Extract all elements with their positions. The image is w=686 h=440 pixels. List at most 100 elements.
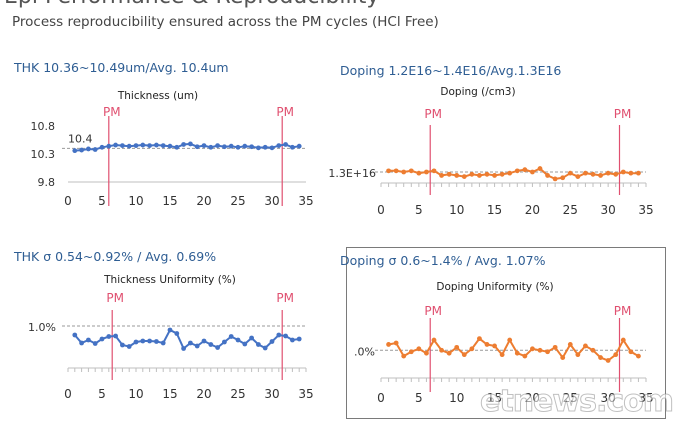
doping-heading: Doping 1.2E16~1.4E16/Avg.1.3E16 xyxy=(340,63,562,78)
x-tick-label: 0 xyxy=(377,203,385,217)
x-tick-label: 0 xyxy=(377,391,385,405)
data-point xyxy=(140,338,146,344)
x-tick-label: 20 xyxy=(525,391,540,405)
data-point xyxy=(99,144,105,150)
x-tick-label: 35 xyxy=(638,391,653,405)
data-point xyxy=(113,333,118,339)
data-point xyxy=(552,176,558,182)
data-point xyxy=(79,340,84,346)
data-point xyxy=(416,170,422,176)
data-point xyxy=(545,349,550,355)
data-point xyxy=(583,343,588,349)
doping-unif-heading: Doping σ 0.6~1.4% / Avg. 1.07% xyxy=(340,253,546,268)
data-point xyxy=(235,337,241,343)
pm-label: PM xyxy=(424,304,442,318)
data-point xyxy=(484,342,490,347)
pm-label: PM xyxy=(276,291,294,305)
data-point xyxy=(499,352,505,358)
pm-label: PM xyxy=(614,304,632,318)
data-point xyxy=(583,170,588,176)
data-point xyxy=(174,331,180,336)
data-point xyxy=(201,338,207,344)
data-point xyxy=(256,145,261,151)
data-point xyxy=(386,342,391,347)
x-tick-label: 35 xyxy=(298,194,313,208)
data-point xyxy=(106,143,112,149)
series-line xyxy=(74,328,300,351)
data-point xyxy=(567,170,573,176)
data-point xyxy=(514,168,520,174)
data-point xyxy=(276,143,282,149)
data-point xyxy=(215,143,221,149)
x-tick-label: 15 xyxy=(162,194,177,208)
data-point xyxy=(560,175,566,181)
data-point xyxy=(545,173,550,178)
x-tick-label: 30 xyxy=(601,203,616,217)
data-point xyxy=(167,143,173,149)
data-point xyxy=(167,327,173,333)
data-point xyxy=(537,347,543,353)
data-point xyxy=(575,174,581,180)
data-point xyxy=(613,171,619,177)
thk-chart-title: Thickness (um) xyxy=(117,90,199,102)
y-tick-label: 10.3 xyxy=(31,148,56,161)
data-point xyxy=(208,144,214,150)
data-point xyxy=(290,337,295,343)
data-point xyxy=(99,336,105,342)
data-point xyxy=(276,332,282,338)
data-point xyxy=(154,142,159,148)
page-subtitle: Process reproducibility ensured across t… xyxy=(12,14,439,30)
y-tick-label: 10.8 xyxy=(31,120,56,133)
data-point xyxy=(181,142,187,147)
reference-label: 1.0% xyxy=(28,321,56,334)
data-point xyxy=(605,170,611,176)
data-point xyxy=(613,352,619,358)
data-point xyxy=(106,334,112,339)
data-point xyxy=(249,335,255,341)
data-point xyxy=(120,342,125,348)
data-point xyxy=(537,166,543,171)
data-point xyxy=(431,337,437,343)
data-point xyxy=(499,171,505,177)
data-point xyxy=(262,144,268,150)
data-point xyxy=(401,169,407,175)
y-tick-label: 9.8 xyxy=(38,176,56,189)
data-point xyxy=(636,353,641,359)
data-point xyxy=(590,347,596,353)
x-tick-label: 35 xyxy=(638,203,653,217)
data-point xyxy=(160,340,166,346)
data-point xyxy=(507,170,513,176)
data-point xyxy=(386,168,391,174)
data-point xyxy=(79,147,84,153)
data-point xyxy=(140,142,146,148)
data-point xyxy=(228,334,234,339)
x-tick-label: 30 xyxy=(264,387,279,401)
thk-heading: THK 10.36~10.49um/Avg. 10.4um xyxy=(14,60,229,75)
data-point xyxy=(72,148,78,154)
data-point xyxy=(133,143,139,149)
data-point xyxy=(215,345,221,350)
data-point xyxy=(620,169,626,175)
x-tick-label: 30 xyxy=(601,391,616,405)
x-tick-label: 35 xyxy=(298,387,313,401)
data-point xyxy=(290,144,295,150)
data-point xyxy=(590,171,596,177)
data-point xyxy=(242,143,248,149)
data-point xyxy=(461,352,467,358)
data-point xyxy=(283,333,288,339)
data-point xyxy=(269,339,275,344)
pm-label: PM xyxy=(103,105,121,119)
x-tick-label: 10 xyxy=(128,387,143,401)
data-point xyxy=(222,339,227,345)
data-point xyxy=(242,341,248,347)
data-point xyxy=(552,344,558,350)
data-point xyxy=(477,173,482,178)
data-point xyxy=(530,346,535,352)
pm-label: PM xyxy=(614,107,632,121)
data-point xyxy=(154,339,159,344)
data-point xyxy=(492,173,497,178)
